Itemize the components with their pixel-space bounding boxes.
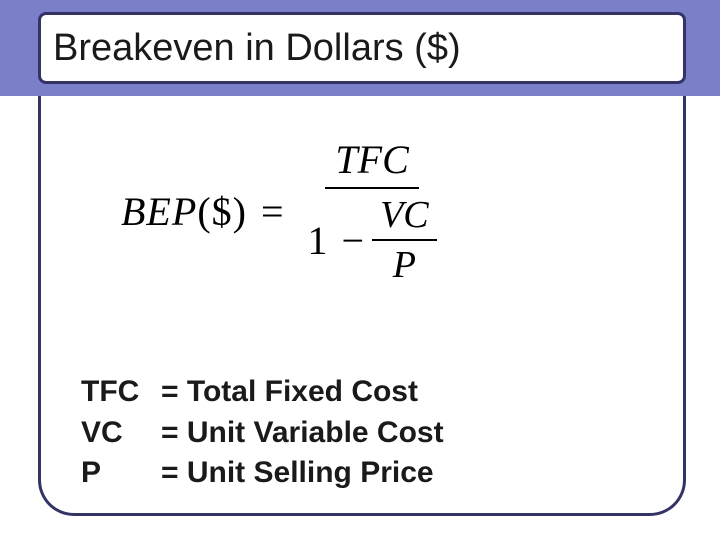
slide: Breakeven in Dollars ($) BEP($) = TFC 1 …: [0, 0, 720, 540]
formula-denominator: 1 − VC P: [298, 189, 447, 287]
formula-lhs-symbol: BEP: [121, 189, 197, 234]
formula-equals: =: [261, 188, 284, 235]
right-margin-strip: [686, 96, 720, 540]
formula-lhs-paren: ($): [197, 189, 247, 234]
breakeven-formula: BEP($) = TFC 1 − VC P: [121, 136, 447, 287]
formula-main-fraction: TFC 1 − VC P: [298, 136, 447, 287]
definition-symbol: TFC: [81, 372, 161, 413]
definition-text: = Total Fixed Cost: [161, 372, 418, 413]
definition-symbol: VC: [81, 413, 161, 454]
title-container: Breakeven in Dollars ($): [38, 12, 686, 84]
definitions-list: TFC = Total Fixed Cost VC = Unit Variabl…: [81, 372, 444, 494]
formula-inner-fraction: VC P: [372, 193, 437, 287]
formula-lhs: BEP($): [121, 188, 247, 235]
definition-symbol: P: [81, 453, 161, 494]
formula-denominator-one: 1: [308, 217, 328, 264]
formula-numerator: TFC: [325, 136, 418, 189]
definition-text: = Unit Selling Price: [161, 453, 434, 494]
definition-row: TFC = Total Fixed Cost: [81, 372, 444, 413]
left-margin-strip: [0, 96, 38, 540]
definition-text: = Unit Variable Cost: [161, 413, 444, 454]
definition-row: P = Unit Selling Price: [81, 453, 444, 494]
definition-row: VC = Unit Variable Cost: [81, 413, 444, 454]
formula-denominator-minus: −: [342, 217, 365, 264]
body-panel: BEP($) = TFC 1 − VC P TFC = Total Fixed …: [38, 96, 686, 516]
slide-title: Breakeven in Dollars ($): [53, 27, 461, 70]
formula-inner-denominator: P: [385, 241, 424, 287]
formula-inner-numerator: VC: [372, 193, 437, 241]
